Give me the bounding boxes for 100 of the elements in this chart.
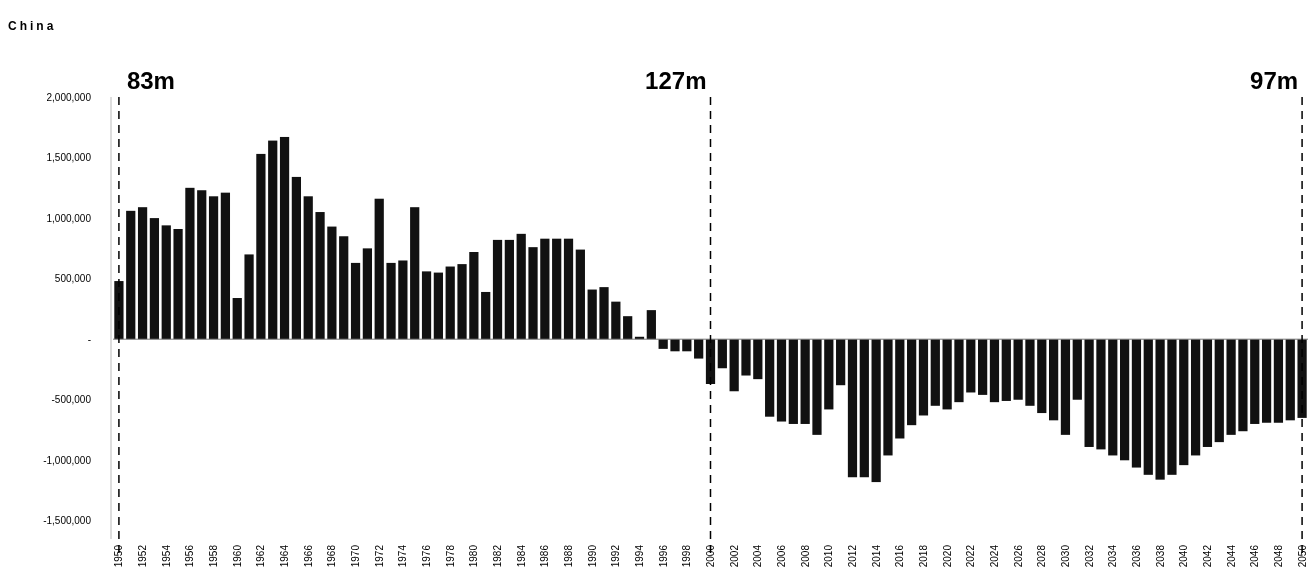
bar xyxy=(1119,339,1130,461)
bar xyxy=(1013,339,1023,400)
bar xyxy=(1155,339,1165,480)
x-tick-label: 1964 xyxy=(279,544,291,568)
bar xyxy=(918,339,929,416)
x-tick-label: 1994 xyxy=(634,544,646,568)
x-tick-label: 2038 xyxy=(1154,544,1166,568)
bar xyxy=(457,264,467,340)
bar xyxy=(137,207,148,340)
y-tick-label: -500,000 xyxy=(51,394,92,406)
bar xyxy=(978,339,988,395)
bar xyxy=(788,339,798,424)
bar xyxy=(1261,339,1272,423)
x-tick-label: 1950 xyxy=(113,544,125,568)
bar xyxy=(1285,339,1295,421)
bar xyxy=(410,207,420,340)
x-tick-label: 2034 xyxy=(1107,544,1119,568)
ref-line-label: 97m xyxy=(1250,67,1299,94)
bar xyxy=(930,339,940,406)
x-tick-label: 1974 xyxy=(397,544,409,568)
bar xyxy=(126,210,136,340)
x-tick-label: 2042 xyxy=(1201,544,1213,568)
bar xyxy=(836,339,846,386)
x-tick-label: 1954 xyxy=(160,544,172,568)
bar xyxy=(327,226,337,340)
x-tick-label: 1998 xyxy=(681,544,693,568)
x-tick-label: 2026 xyxy=(1012,544,1024,568)
bar xyxy=(776,339,787,422)
bar xyxy=(563,238,574,340)
bar xyxy=(989,339,1000,403)
bar xyxy=(623,316,633,340)
bar xyxy=(1167,339,1177,475)
bar xyxy=(220,192,231,340)
y-tick-label: -1,000,000 xyxy=(43,454,92,466)
bar xyxy=(362,248,372,340)
bar xyxy=(1037,339,1047,414)
x-tick-label: 1980 xyxy=(468,544,480,568)
x-tick-label: 2046 xyxy=(1249,544,1261,568)
x-tick-label: 2010 xyxy=(823,544,835,568)
bar xyxy=(504,239,514,340)
bar xyxy=(303,196,313,340)
bar xyxy=(1190,339,1201,456)
bar xyxy=(599,287,609,340)
bar xyxy=(350,262,361,340)
bar xyxy=(1049,339,1059,421)
y-tick-label: 500,000 xyxy=(54,273,92,285)
ref-line-label: 127m xyxy=(645,67,707,94)
bar xyxy=(185,187,195,340)
bar xyxy=(469,252,479,340)
bar xyxy=(374,198,384,340)
x-tick-label: 2036 xyxy=(1130,544,1142,568)
x-tick-label: 1968 xyxy=(326,544,338,568)
bar xyxy=(1025,339,1035,406)
bar xyxy=(824,339,834,410)
bar xyxy=(1060,339,1071,435)
bar xyxy=(1202,339,1213,447)
x-tick-label: 1956 xyxy=(184,544,196,568)
bar xyxy=(1001,339,1011,401)
x-tick-label: 2002 xyxy=(728,544,740,568)
bar xyxy=(279,136,290,340)
x-tick-label: 1972 xyxy=(373,544,385,568)
bar xyxy=(800,339,810,424)
bar xyxy=(907,339,917,426)
x-tick-label: 2048 xyxy=(1272,544,1284,568)
bar xyxy=(149,218,160,340)
x-tick-label: 1978 xyxy=(444,544,456,568)
bar xyxy=(954,339,964,403)
bar xyxy=(1072,339,1082,400)
x-tick-label: 1992 xyxy=(610,544,622,568)
bar xyxy=(670,339,680,352)
bar xyxy=(847,339,858,478)
x-tick-label: 1958 xyxy=(208,544,220,568)
bar xyxy=(516,233,526,340)
bar xyxy=(658,339,668,349)
y-tick-label: 1,000,000 xyxy=(46,212,92,224)
bar xyxy=(197,190,207,340)
y-tick-label: -1,500,000 xyxy=(43,515,92,527)
bar xyxy=(871,339,881,483)
bar xyxy=(646,310,656,340)
bar xyxy=(540,238,550,340)
ref-line-label: 83m xyxy=(126,67,175,94)
x-tick-label: 2018 xyxy=(917,544,929,568)
bar xyxy=(587,289,597,340)
bar xyxy=(883,339,893,456)
x-tick-label: 2030 xyxy=(1059,544,1071,568)
bar xyxy=(386,262,396,340)
x-tick-label: 1952 xyxy=(137,544,149,568)
bar xyxy=(753,339,763,380)
x-tick-label: 1966 xyxy=(302,544,314,568)
bar xyxy=(339,236,349,340)
x-tick-label: 2004 xyxy=(752,544,764,568)
x-tick-label: 1982 xyxy=(492,544,504,568)
y-tick-label: - xyxy=(87,333,91,345)
bar xyxy=(1108,339,1118,456)
bar xyxy=(244,254,254,340)
x-tick-label: 2000 xyxy=(705,544,716,568)
x-tick-label: 2006 xyxy=(775,544,787,568)
x-tick-label: 2022 xyxy=(965,544,977,568)
x-tick-label: 2050 xyxy=(1296,544,1308,568)
bar xyxy=(765,339,775,417)
